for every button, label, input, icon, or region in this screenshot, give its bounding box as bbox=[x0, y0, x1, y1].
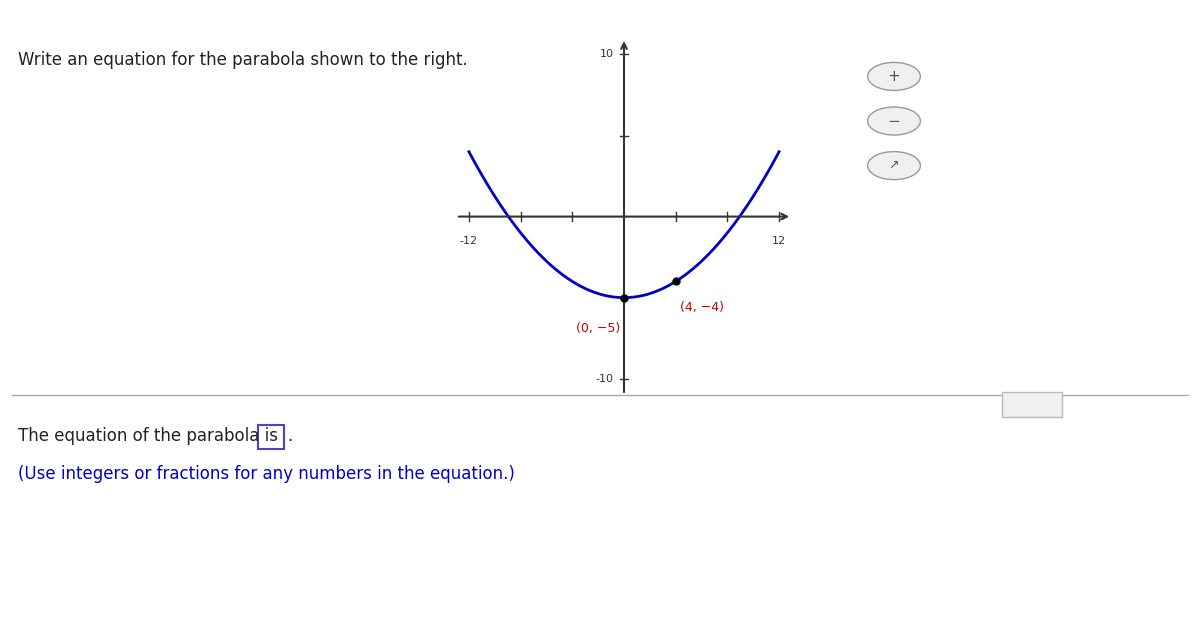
Text: (Use integers or fractions for any numbers in the equation.): (Use integers or fractions for any numbe… bbox=[18, 465, 515, 483]
Text: +: + bbox=[888, 69, 900, 84]
Text: .: . bbox=[287, 427, 292, 445]
Text: −: − bbox=[888, 113, 900, 129]
Text: • • •: • • • bbox=[1019, 399, 1045, 410]
Text: (0, −5): (0, −5) bbox=[576, 322, 620, 335]
Text: -10: -10 bbox=[595, 374, 613, 383]
Text: Write an equation for the parabola shown to the right.: Write an equation for the parabola shown… bbox=[18, 51, 468, 69]
Text: The equation of the parabola is: The equation of the parabola is bbox=[18, 427, 278, 445]
Text: 10: 10 bbox=[600, 50, 613, 59]
Text: ↗: ↗ bbox=[889, 159, 899, 172]
Text: 12: 12 bbox=[772, 236, 786, 246]
Text: (4, −4): (4, −4) bbox=[679, 301, 724, 314]
Text: -12: -12 bbox=[460, 236, 478, 246]
